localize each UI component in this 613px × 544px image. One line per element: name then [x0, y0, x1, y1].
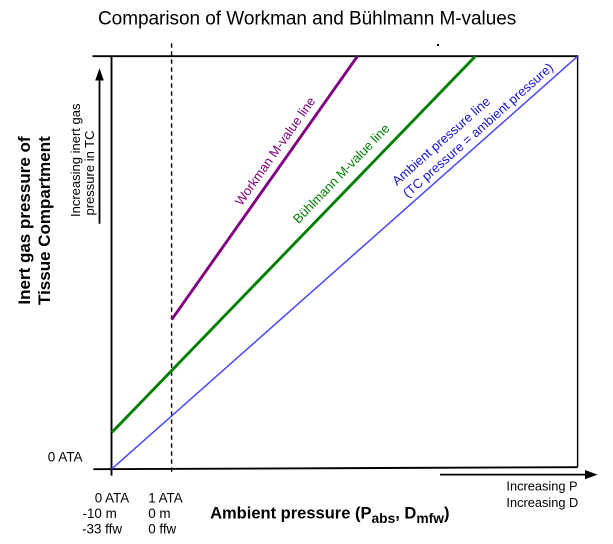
- svg-text:1 ATA: 1 ATA: [148, 490, 183, 505]
- svg-text:-33 ffw: -33 ffw: [82, 522, 122, 537]
- svg-text:Ambient pressure (Pabs, Dmfw): Ambient pressure (Pabs, Dmfw): [210, 505, 449, 526]
- svg-text:Comparison of Workman and Bühl: Comparison of Workman and Bühlmann M-val…: [98, 8, 516, 29]
- svg-text:Increasing D: Increasing D: [506, 495, 578, 510]
- svg-text:Inert gas pressure of: Inert gas pressure of: [15, 136, 34, 305]
- svg-text:0 ATA: 0 ATA: [95, 490, 130, 505]
- svg-text:Increasing P: Increasing P: [506, 479, 577, 494]
- svg-text:0 ATA: 0 ATA: [48, 449, 83, 464]
- svg-text:Increasing inert gas: Increasing inert gas: [68, 103, 83, 217]
- svg-text:0 ffw: 0 ffw: [148, 522, 176, 537]
- svg-text:Tissue Compartment: Tissue Compartment: [35, 136, 54, 305]
- svg-text:-10 m: -10 m: [83, 506, 117, 521]
- svg-text:0 m: 0 m: [148, 506, 170, 521]
- svg-text:pressure in TC: pressure in TC: [82, 130, 97, 215]
